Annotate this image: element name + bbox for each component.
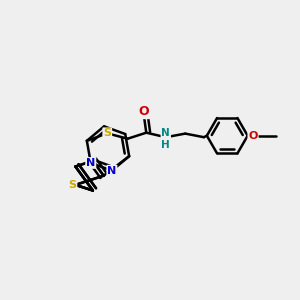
Text: O: O (248, 131, 258, 141)
Text: N
H: N H (161, 128, 170, 149)
Text: N: N (107, 166, 116, 176)
Text: N: N (86, 158, 95, 168)
Text: S: S (68, 180, 76, 190)
Text: O: O (139, 105, 149, 118)
Text: S: S (103, 128, 111, 138)
